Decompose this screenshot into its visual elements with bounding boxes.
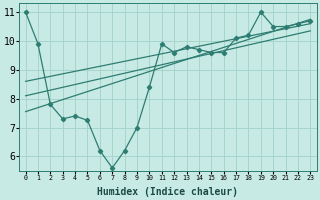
X-axis label: Humidex (Indice chaleur): Humidex (Indice chaleur): [98, 186, 238, 197]
